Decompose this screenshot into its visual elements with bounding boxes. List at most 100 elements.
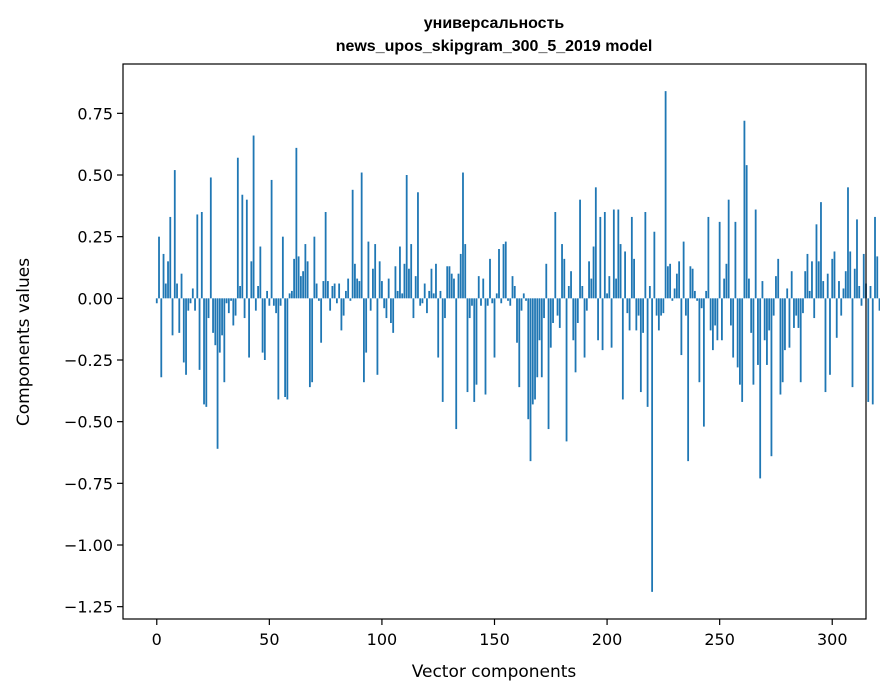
y-tick-label: −0.25 <box>64 351 113 370</box>
bar <box>286 298 289 400</box>
bar <box>268 298 271 306</box>
bar <box>207 298 210 319</box>
bar <box>270 179 273 299</box>
bar <box>489 258 491 299</box>
bar <box>248 298 250 358</box>
bar <box>558 298 561 328</box>
y-tick-label: 0.50 <box>77 166 113 185</box>
bar <box>477 276 480 299</box>
bar <box>838 281 840 299</box>
bar <box>840 298 843 316</box>
bar <box>466 298 469 393</box>
bar <box>410 244 413 299</box>
bar <box>734 221 737 299</box>
bar <box>588 261 590 299</box>
bar <box>475 298 478 385</box>
bar <box>387 278 390 299</box>
bar <box>635 298 638 331</box>
bar <box>279 298 282 306</box>
bar <box>155 298 158 304</box>
bar <box>236 157 239 299</box>
bar <box>216 298 219 449</box>
bar <box>419 298 422 306</box>
bar <box>813 298 816 319</box>
bar <box>189 298 192 304</box>
x-tick-label: 200 <box>592 630 623 649</box>
bar <box>405 175 408 299</box>
bar <box>354 263 356 299</box>
bar <box>439 290 442 299</box>
bar <box>374 244 377 299</box>
bar <box>376 298 379 375</box>
bar <box>158 236 160 299</box>
bar <box>462 172 464 299</box>
y-tick-label: −1.00 <box>64 536 113 555</box>
bar <box>306 261 309 299</box>
bar <box>340 298 343 331</box>
bar <box>203 298 205 405</box>
bar <box>394 266 397 299</box>
x-tick-label: 300 <box>817 630 848 649</box>
bar <box>811 261 813 299</box>
bar <box>218 298 221 353</box>
bar <box>736 298 739 368</box>
bar <box>171 298 174 336</box>
bar <box>804 271 807 299</box>
bar <box>718 221 721 299</box>
bar <box>648 286 651 299</box>
bar <box>281 236 284 299</box>
y-axis-label: Components values <box>14 258 34 426</box>
bar <box>860 298 863 306</box>
bar <box>615 278 617 299</box>
bar <box>820 202 822 299</box>
bar <box>712 298 714 351</box>
bar <box>176 283 178 299</box>
bar <box>173 170 176 299</box>
bar <box>381 281 383 299</box>
bar <box>430 268 433 299</box>
bar <box>824 298 827 393</box>
bar <box>716 298 719 341</box>
bar <box>493 298 496 358</box>
bar <box>858 286 861 299</box>
bar <box>585 298 588 311</box>
bar <box>788 298 791 348</box>
bar <box>862 253 865 299</box>
bar <box>223 298 226 383</box>
bar <box>606 293 608 299</box>
bar <box>363 298 365 383</box>
x-tick-label: 0 <box>152 630 162 649</box>
bar <box>675 273 678 299</box>
bar <box>576 298 579 323</box>
bar <box>784 298 786 351</box>
bar <box>360 172 363 299</box>
bar <box>482 278 485 299</box>
bar <box>525 298 527 301</box>
bar <box>196 214 199 299</box>
bar <box>245 199 248 299</box>
bar <box>383 298 386 309</box>
bar <box>401 293 404 299</box>
bar <box>847 187 849 299</box>
bar <box>200 212 203 299</box>
bar <box>682 241 685 299</box>
bar <box>234 298 237 316</box>
bar <box>725 263 728 299</box>
bar <box>561 244 563 299</box>
bar <box>867 298 870 402</box>
bar <box>160 298 163 378</box>
bar <box>351 189 354 299</box>
bar <box>874 216 876 299</box>
bar <box>169 216 172 299</box>
y-tick-label: −0.75 <box>64 474 113 493</box>
bar <box>221 298 223 336</box>
y-tick-label: 0.25 <box>77 228 113 247</box>
bar <box>673 288 676 299</box>
chart-subtitle: news_upos_skipgram_300_5_2019 model <box>336 38 653 55</box>
x-axis-label: Vector components <box>412 662 577 682</box>
bar <box>187 298 190 311</box>
bar <box>793 298 795 328</box>
bar <box>594 187 597 299</box>
bar <box>693 290 696 299</box>
bar <box>653 231 656 299</box>
